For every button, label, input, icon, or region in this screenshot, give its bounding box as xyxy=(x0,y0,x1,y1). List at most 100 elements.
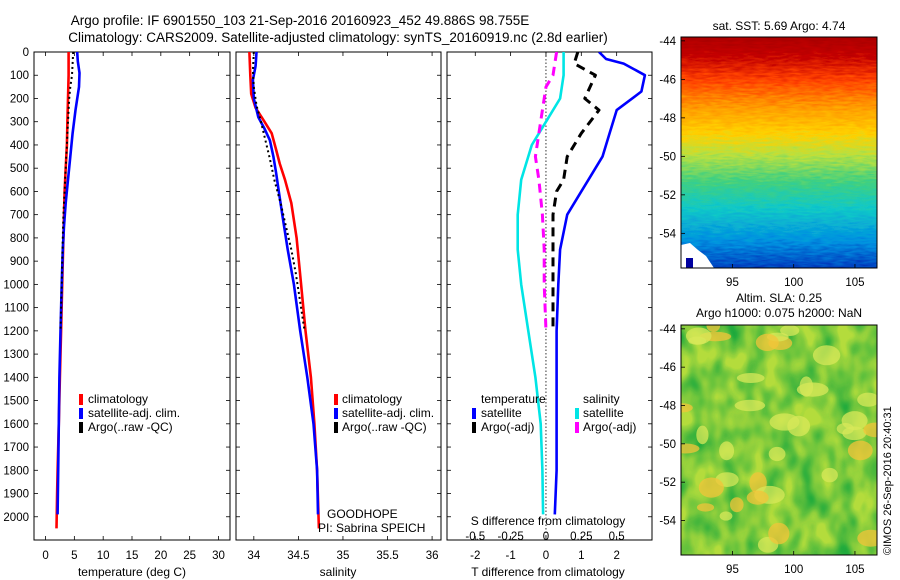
sla-map-title-2: Argo h1000: 0.075 h2000: NaN xyxy=(696,306,862,320)
sla-anomaly-blob xyxy=(734,399,766,412)
sla-anomaly-blob xyxy=(847,440,873,461)
series-line xyxy=(551,52,601,331)
map-y-tick-label: -50 xyxy=(659,151,676,163)
sla-heatmap xyxy=(681,325,877,555)
sla-anomaly-blob xyxy=(821,467,838,483)
map-y-tick-label: -46 xyxy=(659,362,676,374)
difference-xlabel: T difference from climatology xyxy=(471,565,625,579)
sla-map-frame xyxy=(680,324,878,556)
sla-anomaly-blob xyxy=(812,345,841,366)
sla-anomaly-blob xyxy=(755,333,779,351)
sla-anomaly-blob xyxy=(696,425,709,445)
x-tick-label: 25 xyxy=(183,550,196,562)
depth-tick-labels: 0 100 200 300 400 500 600 700 800 900 1000 1100 1200… xyxy=(3,47,29,524)
salinity-lines xyxy=(248,52,321,529)
map-y-tick-label: -48 xyxy=(659,113,676,125)
legend-t-satellite: satellite xyxy=(481,406,522,420)
s-difference-label: S difference from climatology xyxy=(471,514,626,528)
difference-lines xyxy=(516,52,647,540)
x-tick-label: 0 xyxy=(42,550,48,562)
map-y-tick-label: -48 xyxy=(659,401,676,413)
legend-swatch-climatology xyxy=(334,394,338,405)
sla-anomaly-blob xyxy=(768,522,790,545)
s-tick-label: -0.5 xyxy=(465,531,485,543)
sla-map-title-1: Altim. SLA: 0.25 xyxy=(736,291,822,305)
x-tick-label: -2 xyxy=(470,550,480,562)
map-x-tick-label: 95 xyxy=(726,564,739,576)
legend-t-argo: Argo(-adj) xyxy=(481,420,534,434)
sla-anomaly-blob xyxy=(719,511,733,521)
legend-satellite: satellite-adj. clim. xyxy=(342,406,434,420)
x-tick-label: 36 xyxy=(426,550,439,562)
depth-tick-label: 1600 xyxy=(3,419,29,431)
salinity-xlabel: salinity xyxy=(320,565,357,579)
legend-climatology: climatology xyxy=(342,392,402,406)
map-x-tick-label: 100 xyxy=(784,564,803,576)
x-tick-label: 35.5 xyxy=(376,550,398,562)
legend-swatch-satellite xyxy=(79,408,83,419)
legend-swatch-satellite xyxy=(334,408,338,419)
series-line xyxy=(516,52,565,515)
sst-heatmap xyxy=(681,37,877,268)
map-x-tick-label: 105 xyxy=(845,277,864,289)
header-line1: Argo profile: IF 6901550_103 21-Sep-2016… xyxy=(71,13,530,28)
salinity-axes xyxy=(235,51,442,541)
sla-anomaly-blob xyxy=(746,490,769,505)
depth-tick-label: 1500 xyxy=(3,396,29,408)
s-tick-label: 0 xyxy=(543,531,549,543)
x-tick-label: 5 xyxy=(71,550,77,562)
series-line xyxy=(248,52,321,529)
sla-anomaly-blob xyxy=(736,373,765,383)
depth-tick-label: 500 xyxy=(10,163,29,175)
sst-map-title: sat. SST: 5.69 Argo: 4.74 xyxy=(713,19,846,33)
temperature-xlabel: temperature (deg C) xyxy=(78,565,186,579)
sla-anomaly-blob xyxy=(857,392,877,407)
legend-swatch-climatology xyxy=(79,394,83,405)
map-y-tick-label: -44 xyxy=(659,324,676,336)
depth-tick-label: 1700 xyxy=(3,442,29,454)
depth-tick-label: 900 xyxy=(10,256,29,268)
x-tick-label: 34.5 xyxy=(287,550,309,562)
series-line xyxy=(251,52,320,515)
x-tick-label: 34 xyxy=(247,550,260,562)
map-y-tick-label: -44 xyxy=(659,36,676,48)
depth-tick-label: 300 xyxy=(10,117,29,129)
sla-anomaly-blob xyxy=(780,325,800,336)
legend-swatch-s-argo xyxy=(575,422,579,433)
map-y-tick-label: -52 xyxy=(659,477,676,489)
depth-tick-label: 1200 xyxy=(3,326,29,338)
temperature-x-ticks: 0 5 10 15 20 25 30 xyxy=(34,51,230,562)
timestamp: ©IMOS 26-Sep-2016 20:40:31 xyxy=(882,406,894,555)
depth-tick-label: 1000 xyxy=(3,279,29,291)
sla-map-ticks: 95 100 105 -44 -46 -48 -50 -52 -54 xyxy=(659,324,864,576)
annotation-goodhope: GOODHOPE xyxy=(327,507,398,521)
map-x-tick-label: 105 xyxy=(845,564,864,576)
x-tick-label: 15 xyxy=(126,550,139,562)
depth-tick-label: 100 xyxy=(10,70,29,82)
x-tick-label: -1 xyxy=(506,550,516,562)
map-x-tick-label: 100 xyxy=(784,277,803,289)
sla-anomaly-blob xyxy=(769,413,800,431)
x-tick-label: 0 xyxy=(543,550,549,562)
legend-s-argo: Argo(-adj) xyxy=(583,420,636,434)
difference-x-ticks: -2 -1 0 1 2 -0.5 -0.25 0 0.25 0.5 xyxy=(447,51,652,562)
sla-anomaly-blob xyxy=(863,422,877,438)
legend-argo: Argo(..raw -QC) xyxy=(342,420,427,434)
series-line xyxy=(251,52,306,332)
series-line xyxy=(553,52,647,515)
s-tick-label: -0.25 xyxy=(498,531,524,543)
salinity-legend: climatology satellite-adj. clim. Argo(..… xyxy=(334,392,434,434)
legend-swatch-argo xyxy=(334,422,338,433)
depth-tick-label: 1800 xyxy=(3,465,29,477)
salinity-x-ticks: 34 34.5 35 35.5 36 xyxy=(236,51,441,562)
x-tick-label: 20 xyxy=(154,550,167,562)
map-y-tick-label: -46 xyxy=(659,74,676,86)
depth-tick-label: 1100 xyxy=(4,303,29,315)
x-tick-label: 30 xyxy=(212,550,225,562)
legend-climatology: climatology xyxy=(88,392,148,406)
depth-tick-label: 1300 xyxy=(3,349,29,361)
sla-anomaly-blob xyxy=(698,477,724,498)
temperature-legend: climatology satellite-adj. clim. Argo(..… xyxy=(79,392,180,434)
x-tick-label: 35 xyxy=(337,550,350,562)
